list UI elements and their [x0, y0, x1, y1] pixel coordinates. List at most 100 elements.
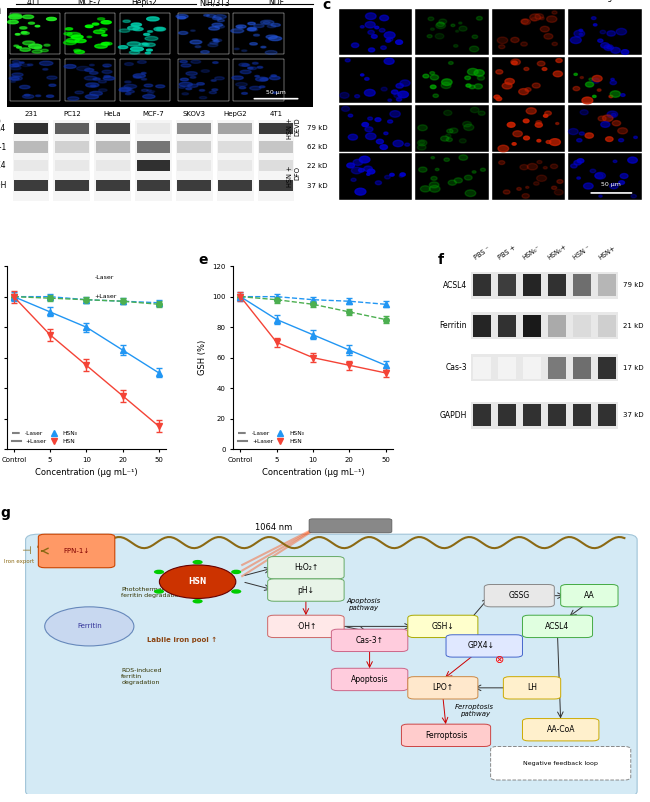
Circle shape	[23, 41, 34, 45]
Circle shape	[538, 61, 545, 66]
Legend: -Laser, +Laser, HSN₀, HSN: -Laser, +Laser, HSN₀, HSN	[236, 428, 307, 446]
Circle shape	[405, 143, 410, 146]
Circle shape	[417, 144, 426, 150]
Bar	[178, 13, 229, 55]
Circle shape	[612, 113, 616, 116]
Text: FPN-1↓: FPN-1↓	[64, 548, 90, 554]
Circle shape	[148, 92, 153, 94]
Circle shape	[259, 86, 265, 87]
Text: DAPI: DAPI	[367, 0, 384, 2]
Text: Cas-3: Cas-3	[446, 363, 467, 372]
Circle shape	[272, 92, 278, 94]
Circle shape	[32, 50, 42, 53]
Circle shape	[7, 20, 18, 24]
Circle shape	[520, 164, 528, 170]
Circle shape	[355, 95, 359, 98]
Circle shape	[598, 39, 603, 43]
Circle shape	[90, 91, 103, 95]
Bar	[135, 120, 172, 200]
Circle shape	[532, 83, 540, 88]
Circle shape	[17, 47, 21, 48]
Circle shape	[444, 111, 452, 115]
Circle shape	[248, 67, 257, 70]
Text: GSSG: GSSG	[509, 591, 530, 600]
Circle shape	[248, 67, 253, 69]
Text: 79 kD: 79 kD	[623, 282, 644, 289]
Circle shape	[391, 90, 398, 94]
Circle shape	[451, 24, 455, 26]
Circle shape	[537, 160, 542, 164]
Text: Ferritin: Ferritin	[77, 623, 101, 630]
Circle shape	[447, 138, 452, 141]
Circle shape	[86, 83, 99, 87]
Circle shape	[10, 81, 16, 83]
Bar	[135, 120, 172, 200]
Circle shape	[191, 60, 201, 63]
Circle shape	[255, 77, 268, 81]
Circle shape	[536, 120, 541, 124]
Text: 1064 nm: 1064 nm	[255, 523, 292, 532]
Bar	[257, 120, 294, 200]
Circle shape	[186, 87, 192, 90]
Circle shape	[177, 16, 186, 19]
Circle shape	[20, 62, 24, 63]
Circle shape	[133, 74, 146, 78]
Circle shape	[247, 28, 256, 30]
Circle shape	[257, 67, 263, 68]
Circle shape	[607, 46, 612, 49]
Text: HepG2: HepG2	[131, 0, 157, 7]
Circle shape	[266, 35, 278, 38]
Circle shape	[590, 169, 595, 172]
Circle shape	[12, 60, 20, 63]
FancyBboxPatch shape	[96, 141, 129, 152]
Circle shape	[242, 50, 247, 51]
Circle shape	[519, 88, 528, 95]
Text: HSN₀+: HSN₀+	[546, 243, 567, 261]
Circle shape	[477, 75, 484, 80]
Text: HSN +
DEVD: HSN + DEVD	[287, 118, 300, 140]
Circle shape	[120, 29, 130, 32]
Circle shape	[159, 565, 236, 598]
Circle shape	[214, 39, 222, 42]
Circle shape	[190, 30, 195, 31]
Circle shape	[141, 72, 146, 74]
Circle shape	[365, 89, 375, 96]
Circle shape	[496, 70, 502, 74]
Circle shape	[526, 107, 536, 114]
Circle shape	[120, 87, 131, 91]
Circle shape	[255, 75, 259, 77]
Text: HSN₀⁻: HSN₀⁻	[522, 245, 542, 261]
Circle shape	[376, 140, 384, 144]
FancyBboxPatch shape	[268, 615, 344, 638]
Circle shape	[380, 145, 387, 149]
Text: FPN-1: FPN-1	[0, 143, 6, 152]
Circle shape	[341, 107, 350, 111]
Circle shape	[384, 58, 394, 64]
Circle shape	[92, 23, 99, 25]
Circle shape	[595, 172, 605, 179]
Circle shape	[179, 31, 188, 34]
Circle shape	[265, 51, 277, 55]
Circle shape	[119, 88, 130, 91]
Circle shape	[428, 17, 434, 21]
Circle shape	[85, 25, 93, 27]
Circle shape	[355, 188, 366, 195]
Circle shape	[43, 68, 48, 70]
Circle shape	[351, 178, 356, 181]
Text: AA-CoA: AA-CoA	[547, 725, 575, 735]
FancyBboxPatch shape	[14, 160, 48, 171]
Text: MCF-7: MCF-7	[142, 111, 164, 117]
Text: Cas-3↑: Cas-3↑	[356, 636, 383, 645]
Bar	[471, 312, 618, 339]
Text: HSN ⁻: HSN ⁻	[572, 245, 592, 261]
Circle shape	[68, 97, 79, 100]
Circle shape	[24, 95, 30, 96]
Circle shape	[396, 83, 404, 88]
Circle shape	[232, 76, 243, 79]
Circle shape	[348, 134, 358, 140]
Circle shape	[197, 83, 204, 85]
Circle shape	[90, 71, 98, 75]
Circle shape	[44, 44, 50, 47]
FancyBboxPatch shape	[96, 123, 129, 134]
FancyBboxPatch shape	[597, 357, 616, 379]
